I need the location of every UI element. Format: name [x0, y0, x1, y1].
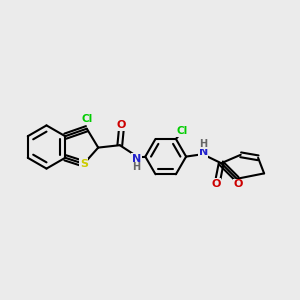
- Text: N: N: [132, 154, 141, 164]
- Text: N: N: [199, 147, 208, 157]
- Text: S: S: [80, 159, 88, 169]
- Text: O: O: [117, 120, 126, 130]
- Text: H: H: [133, 162, 141, 172]
- Text: Cl: Cl: [82, 114, 93, 124]
- Text: O: O: [211, 178, 220, 189]
- Text: O: O: [234, 179, 243, 189]
- Text: H: H: [199, 139, 207, 149]
- Text: Cl: Cl: [177, 126, 188, 136]
